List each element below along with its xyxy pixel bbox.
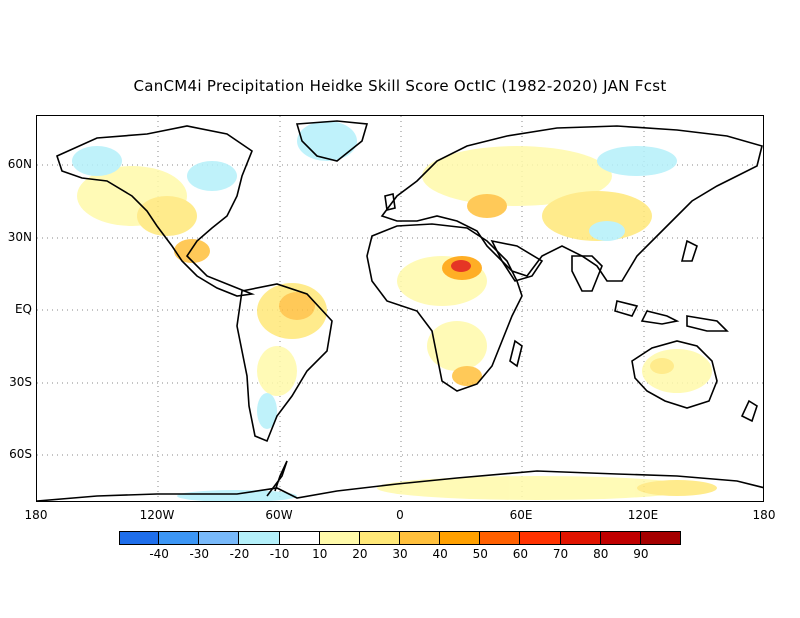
lat-label-60n: 60N xyxy=(7,157,32,171)
colorbar-swatch xyxy=(440,531,481,545)
colorbar-swatch xyxy=(319,531,360,545)
colorbar-tick-label: 80 xyxy=(593,547,609,561)
colorbar xyxy=(119,531,681,545)
lon-label-0: 0 xyxy=(396,508,404,522)
colorbar-tick-label: -20 xyxy=(229,547,250,561)
colorbar-tick-label: 70 xyxy=(552,547,569,561)
colorbar-swatch xyxy=(400,531,441,545)
colorbar-swatch xyxy=(560,531,601,545)
colorbar-tick-label: 50 xyxy=(472,547,488,561)
colorbar-swatch xyxy=(199,531,240,545)
lon-label-60w: 60W xyxy=(265,508,293,522)
colorbar-tick-label: 30 xyxy=(392,547,408,561)
map-title: CanCM4i Precipitation Heidke Skill Score… xyxy=(133,77,667,95)
colorbar-tick-label: 20 xyxy=(352,547,368,561)
colorbar-tick-label: -30 xyxy=(189,547,210,561)
colorbar-swatch xyxy=(640,531,681,545)
lon-label-120e: 120E xyxy=(627,508,659,522)
colorbar-tick-label: 90 xyxy=(633,547,649,561)
colorbar-swatch xyxy=(119,531,160,545)
lat-label-eq: EQ xyxy=(14,302,32,316)
map-canvas xyxy=(37,116,763,501)
lat-label-30s: 30S xyxy=(9,375,32,389)
colorbar-tick-label: 10 xyxy=(312,547,328,561)
colorbar-swatch xyxy=(520,531,561,545)
lon-label-60e: 60E xyxy=(509,508,533,522)
coastlines xyxy=(37,120,763,501)
colorbar-swatch xyxy=(239,531,280,545)
lon-label-180e: 180 xyxy=(752,508,776,522)
lon-label-120w: 120W xyxy=(139,508,175,522)
colorbar-tick-label: 60 xyxy=(512,547,529,561)
colorbar-swatch xyxy=(600,531,641,545)
lon-label-180w: 180 xyxy=(24,508,48,522)
skill-shading xyxy=(72,121,717,501)
colorbar-swatch xyxy=(279,531,320,545)
colorbar-tick-label: 40 xyxy=(432,547,448,561)
colorbar-swatch xyxy=(480,531,521,545)
lat-label-60s: 60S xyxy=(9,447,32,461)
lat-label-30n: 30N xyxy=(7,230,32,244)
colorbar-swatch xyxy=(159,531,200,545)
colorbar-tick-label: -10 xyxy=(269,547,290,561)
world-map xyxy=(36,115,764,502)
colorbar-swatch xyxy=(359,531,400,545)
colorbar-tick-label: -40 xyxy=(149,547,169,561)
